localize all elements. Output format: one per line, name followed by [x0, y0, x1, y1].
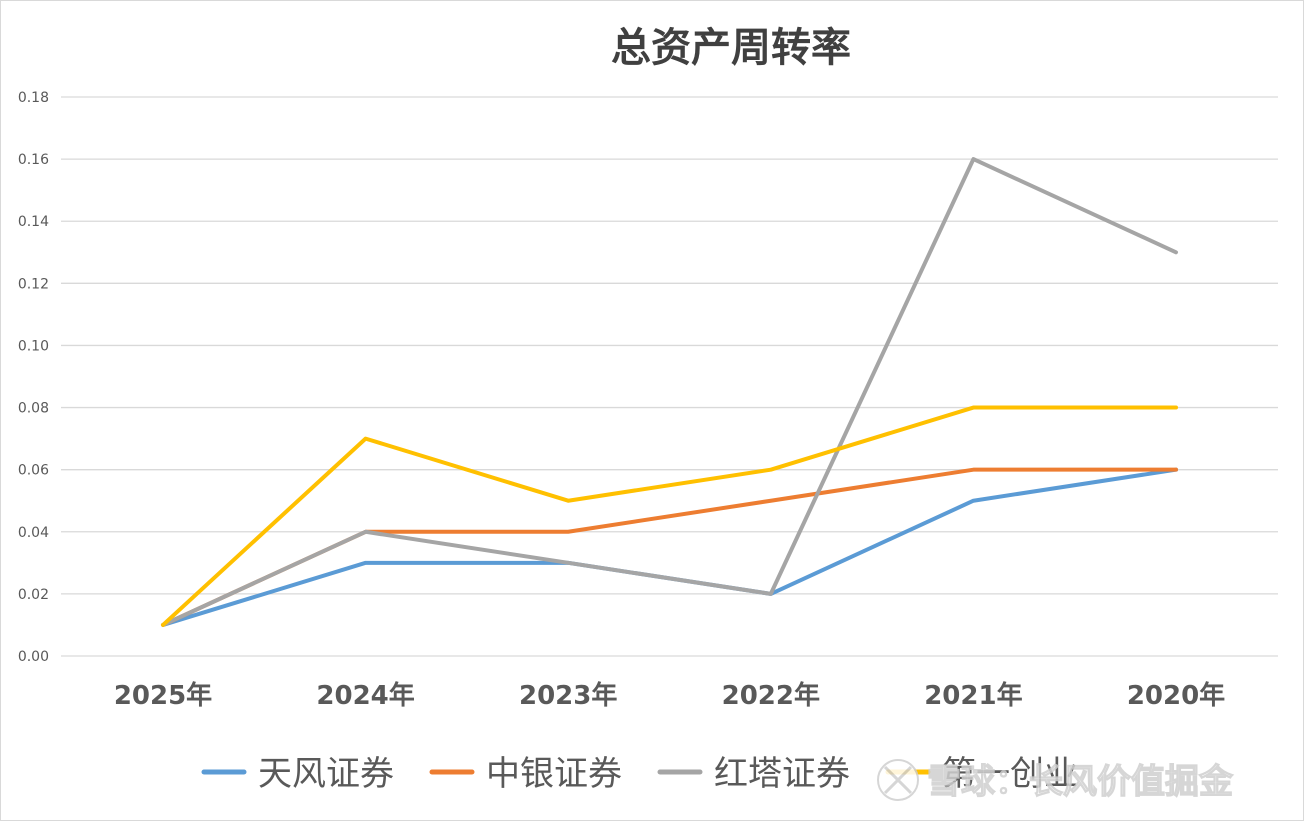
- y-tick-label: 0.06: [18, 463, 49, 479]
- y-tick-label: 0.04: [18, 525, 49, 541]
- y-tick-label: 0.12: [18, 276, 49, 292]
- legend-label-3: 第一创业: [942, 754, 1078, 794]
- series-line-2: [161, 157, 1178, 627]
- x-tick-label: 2024年: [316, 680, 414, 711]
- y-tick-label: 0.16: [18, 152, 49, 168]
- y-tick-label: 0.14: [18, 214, 49, 230]
- legend-label-1: 中银证券: [486, 754, 622, 794]
- watermark-text: 雪球：长风价值掘金: [927, 762, 1234, 802]
- chart-title: 总资产周转率: [611, 24, 851, 71]
- y-tick-label: 0.18: [18, 90, 49, 106]
- x-tick-label: 2022年: [722, 680, 820, 711]
- series-line-3: [161, 405, 1178, 627]
- x-tick-label: 2020年: [1127, 680, 1225, 711]
- x-tick-label: 2023年: [519, 680, 617, 711]
- x-tick-label: 2021年: [924, 680, 1022, 711]
- y-tick-label: 0.02: [18, 587, 49, 603]
- snowball-logo-icon: [877, 759, 919, 801]
- x-axis: 2025年 2024年 2023年 2022年 2021年 2020年: [114, 680, 1225, 711]
- y-tick-label: 0.08: [18, 401, 49, 417]
- y-axis: 0.00 0.02 0.04 0.06 0.08 0.10 0.12 0.14 0.16 0.18: [18, 90, 49, 665]
- series-line-0: [161, 467, 1178, 627]
- legend: 天风证券 中银证券 红塔证券 第一创业: [201, 754, 1078, 794]
- x-tick-label: 2025年: [114, 680, 212, 711]
- legend-label-0: 天风证券: [258, 754, 394, 794]
- watermark: 雪球：长风价值掘金: [877, 759, 1235, 803]
- legend-label-2: 红塔证券: [714, 754, 850, 794]
- y-tick-label: 0.00: [18, 649, 49, 665]
- series-lines: [161, 157, 1178, 627]
- y-tick-label: 0.10: [18, 338, 49, 354]
- gridlines: [61, 96, 1278, 657]
